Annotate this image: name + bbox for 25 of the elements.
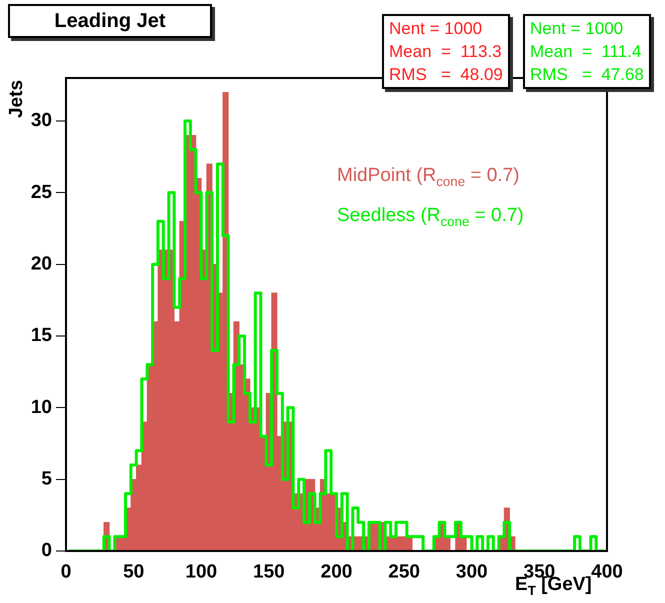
y-tick-label: 20 <box>30 254 52 275</box>
x-tick-label: 150 <box>253 562 285 583</box>
text: Mean = 113.3 <box>389 42 502 61</box>
text: Seedless (R$_{cone}$ = 0.7) <box>337 205 524 229</box>
y-axis-title: Jets <box>6 80 28 118</box>
y-tick-label: 25 <box>30 182 52 203</box>
text: Mean = 111.4 <box>530 42 642 61</box>
x-tick-label: 100 <box>185 562 218 583</box>
annotation: RMS = 48.09 <box>389 65 503 84</box>
text: Nent = 1000 <box>530 19 624 38</box>
y-tick-label: 5 <box>41 468 52 490</box>
y-tick-label: 0 <box>41 540 52 562</box>
x-tick-label: 300 <box>456 562 488 583</box>
chart-title: Leading Jet <box>8 4 212 38</box>
annotation: RMS = 47.68 <box>530 65 644 84</box>
y-tick-label: 30 <box>30 110 52 132</box>
x-tick-label: 200 <box>320 562 352 583</box>
y-tick-label: 10 <box>30 396 52 418</box>
x-tick-label: 50 <box>123 562 144 583</box>
text: MidPoint (R$_{cone}$ = 0.7) <box>337 165 520 189</box>
y-tick-label: 15 <box>30 325 52 346</box>
x-tick-label: 400 <box>591 562 623 583</box>
text: Nent = 1000 <box>389 19 482 38</box>
x-tick-label: 250 <box>388 562 420 583</box>
x-tick-label: 0 <box>60 562 72 583</box>
